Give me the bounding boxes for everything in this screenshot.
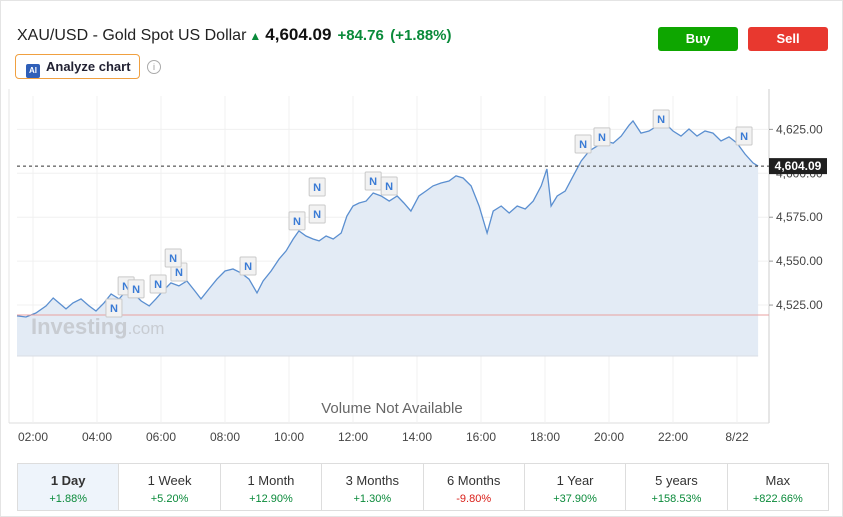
period-tabs: 1 Day +1.88% 1 Week +5.20% 1 Month +12.90% 3 M… <box>17 463 829 511</box>
period-change: +37.90% <box>553 493 597 505</box>
period-tab[interactable]: 1 Day +1.88% <box>18 464 120 510</box>
buy-button[interactable]: Buy <box>658 27 738 51</box>
news-marker-label: N <box>293 216 301 228</box>
news-marker-label: N <box>175 267 183 279</box>
period-label: 1 Month <box>247 473 295 488</box>
x-tick-label: 22:00 <box>658 430 688 444</box>
y-tick-label: 4,575.00 <box>776 210 823 224</box>
x-tick-label: 18:00 <box>530 430 560 444</box>
news-marker-label: N <box>313 182 321 194</box>
period-label: 1 Week <box>147 473 192 488</box>
period-label: Max <box>765 473 791 488</box>
period-change: +5.20% <box>150 493 189 505</box>
y-tick-label: 4,625.00 <box>776 122 823 136</box>
x-tick-label: 02:00 <box>18 430 48 444</box>
x-tick-label: 12:00 <box>338 430 368 444</box>
news-marker-label: N <box>579 139 587 151</box>
news-marker <box>164 248 182 268</box>
x-tick-label: 14:00 <box>402 430 432 444</box>
analyze-chart-button[interactable]: AI Analyze chart <box>15 54 140 79</box>
period-tab[interactable]: 5 years +158.53% <box>626 464 728 510</box>
watermark-brand: Investing <box>31 314 128 339</box>
y-tick-label: 4,550.00 <box>776 254 823 268</box>
news-marker <box>308 177 326 197</box>
news-marker <box>239 256 257 276</box>
x-tick-label: 08:00 <box>210 430 240 444</box>
watermark-suffix: .com <box>128 319 165 338</box>
news-marker <box>380 176 398 196</box>
period-change: -9.80% <box>456 493 492 505</box>
x-tick-label: 10:00 <box>274 430 304 444</box>
info-icon[interactable]: i <box>147 60 161 74</box>
news-marker <box>652 109 670 129</box>
period-label: 1 Day <box>50 473 86 488</box>
news-marker <box>127 279 145 299</box>
period-change: +1.88% <box>49 493 87 505</box>
period-change: +822.66% <box>752 493 803 505</box>
news-marker-label: N <box>598 132 606 144</box>
news-marker <box>149 274 167 294</box>
chart: 02:00 04:00 06:00 08:00 10:00 12:00 14:00 16:00… <box>8 89 827 444</box>
watermark: Investing.com <box>31 314 164 339</box>
period-tab[interactable]: 1 Week +5.20% <box>119 464 221 510</box>
period-change: +158.53% <box>651 493 702 505</box>
news-marker <box>593 127 611 147</box>
news-marker-label: N <box>369 176 377 188</box>
x-tick-label: 8/22 <box>725 430 749 444</box>
news-marker <box>574 134 592 154</box>
news-marker-label: N <box>154 279 162 291</box>
period-change: +12.90% <box>249 493 293 505</box>
period-label: 5 years <box>655 473 698 488</box>
instrument-header: XAU/USD - Gold Spot US Dollar ▲ 4,604.09 +8… <box>17 25 452 45</box>
period-tab[interactable]: 1 Month +12.90% <box>221 464 323 510</box>
news-marker-label: N <box>169 253 177 265</box>
price-line <box>16 119 759 318</box>
ai-icon: AI <box>26 64 40 78</box>
price-change: +84.76 <box>337 27 384 44</box>
news-marker-label: N <box>385 181 393 193</box>
sell-button[interactable]: Sell <box>748 27 828 51</box>
area-fill <box>17 120 759 357</box>
period-change: +1.30% <box>353 493 392 505</box>
news-marker <box>105 298 123 318</box>
y-tick-label: 4,525.00 <box>776 298 823 312</box>
news-marker <box>308 204 326 224</box>
up-arrow: ▲ <box>249 29 262 43</box>
period-tab[interactable]: 3 Months +1.30% <box>322 464 424 510</box>
last-price: 4,604.09 <box>265 25 332 44</box>
analyze-label: Analyze chart <box>46 59 131 74</box>
instrument-title: XAU/USD - Gold Spot US Dollar <box>17 27 247 44</box>
news-marker-label: N <box>740 131 748 143</box>
x-tick-label: 04:00 <box>82 430 112 444</box>
current-price-box <box>769 158 827 175</box>
price-change-percent: (+1.88%) <box>390 27 452 44</box>
news-marker-label: N <box>110 303 118 315</box>
news-marker-label: N <box>122 281 130 293</box>
period-label: 1 Year <box>556 473 594 488</box>
period-tab[interactable]: 1 Year +37.90% <box>525 464 627 510</box>
period-label: 6 Months <box>446 473 501 488</box>
news-marker <box>288 211 306 231</box>
x-tick-label: 20:00 <box>594 430 624 444</box>
current-price-label: 4,604.09 <box>775 159 822 173</box>
period-tab[interactable]: Max +822.66% <box>728 464 828 510</box>
news-marker-label: N <box>657 114 665 126</box>
news-marker-label: N <box>132 284 140 296</box>
period-tab[interactable]: 6 Months -9.80% <box>424 464 525 510</box>
period-label: 3 Months <box>345 473 400 488</box>
news-marker-label: N <box>313 209 321 221</box>
volume-note: Volume Not Available <box>321 400 462 417</box>
news-marker-label: N <box>244 261 252 273</box>
news-marker <box>735 126 753 146</box>
x-tick-label: 16:00 <box>466 430 496 444</box>
x-tick-label: 06:00 <box>146 430 176 444</box>
